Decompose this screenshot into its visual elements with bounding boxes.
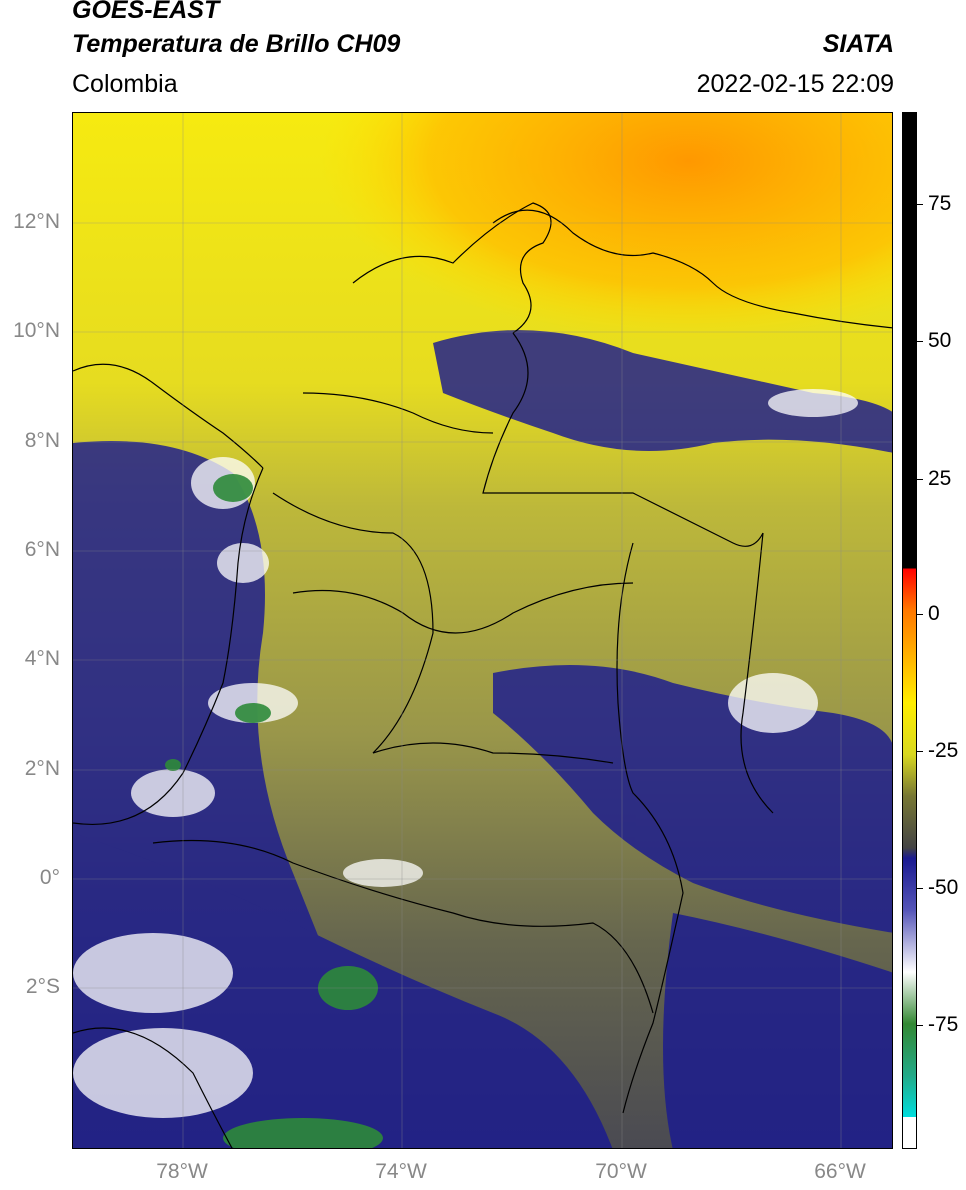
colorbar-tick [917, 888, 923, 889]
colorbar-label-50: 50 [928, 329, 952, 352]
lon-label-78w: 78°W [156, 1160, 208, 1183]
lat-label-0: 0° [39, 866, 60, 889]
lat-label-12n: 12°N [13, 210, 60, 233]
colorbar [902, 112, 917, 1149]
colorbar-tick [917, 614, 923, 615]
datetime-label: 2022-02-15 22:09 [696, 70, 894, 98]
lat-label-4n: 4°N [24, 647, 60, 670]
colorbar-label-75: 75 [928, 192, 952, 215]
lat-label-2s: 2°S [25, 975, 60, 998]
lat-label-8n: 8°N [24, 429, 60, 452]
colorbar-tick [917, 204, 923, 205]
product-title: Temperatura de Brillo CH09 [72, 30, 401, 58]
colorbar-tick [917, 751, 923, 752]
country-borders [73, 202, 892, 1148]
colorbar-label-0: 0 [928, 602, 940, 625]
colorbar-tick [917, 479, 923, 480]
lon-label-70w: 70°W [595, 1160, 647, 1183]
colorbar-tick [917, 341, 923, 342]
warm-sea-area [73, 113, 892, 513]
region-label: Colombia [72, 70, 178, 98]
lat-label-10n: 10°N [13, 319, 60, 342]
colorbar-label-minus75: -75 [928, 1013, 959, 1036]
lon-label-66w: 66°W [814, 1160, 866, 1183]
lon-label-74w: 74°W [375, 1160, 427, 1183]
satellite-map [72, 112, 893, 1149]
gridlines [73, 113, 892, 1148]
lat-label-6n: 6°N [24, 538, 60, 561]
colorbar-label-minus50: -50 [928, 876, 959, 899]
satellite-title: GOES-EAST [72, 0, 220, 24]
lat-label-2n: 2°N [24, 757, 60, 780]
agency-label: SIATA [822, 30, 894, 58]
colorbar-label-25: 25 [928, 467, 952, 490]
colorbar-label-minus25: -25 [928, 739, 959, 762]
map-canvas [73, 113, 892, 1148]
colorbar-tick [917, 1025, 923, 1026]
